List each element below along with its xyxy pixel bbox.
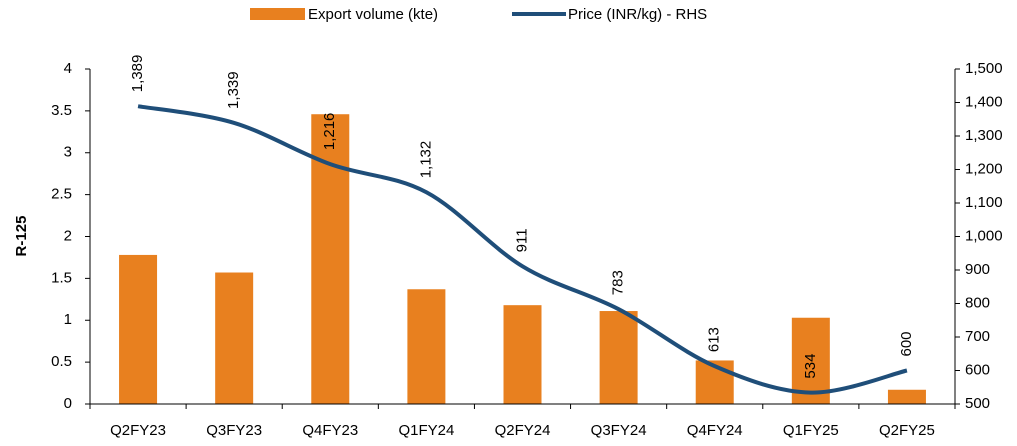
x-tick-label: Q4FY24	[687, 422, 743, 439]
y2-tick-label: 500	[965, 395, 990, 412]
y-tick-label: 2.5	[51, 186, 72, 203]
data-label: 1,216	[321, 113, 338, 151]
y2-tick-label: 1,300	[965, 127, 1003, 144]
y-tick-label: 0.5	[51, 353, 72, 370]
bar	[887, 389, 926, 404]
bar	[119, 254, 158, 404]
x-tick-label: Q1FY24	[398, 422, 454, 439]
x-tick-label: Q2FY23	[110, 422, 166, 439]
y2-tick-label: 1,100	[965, 194, 1003, 211]
data-label: 911	[513, 228, 530, 252]
legend-swatch	[250, 8, 305, 20]
y2-tick-label: 1,000	[965, 227, 1003, 244]
x-tick-label: Q3FY23	[206, 422, 262, 439]
data-label: 1,132	[417, 141, 434, 179]
y-tick-label: 2	[64, 227, 72, 244]
y-tick-label: 1	[64, 311, 72, 328]
data-label: 783	[610, 270, 627, 295]
data-label: 534	[802, 354, 819, 379]
y-tick-label: 0	[64, 395, 72, 412]
y-tick-label: 1.5	[51, 269, 72, 286]
bar	[407, 289, 446, 404]
data-label: 613	[706, 327, 723, 352]
data-label: 1,389	[129, 55, 146, 93]
bar	[503, 305, 542, 404]
y2-tick-label: 700	[965, 328, 990, 345]
x-tick-label: Q4FY23	[302, 422, 358, 439]
y-tick-label: 4	[64, 60, 72, 77]
y2-tick-label: 1,400	[965, 93, 1003, 110]
y-tick-label: 3	[64, 144, 72, 161]
y2-tick-label: 1,200	[965, 160, 1003, 177]
bar	[599, 311, 638, 404]
y-tick-label: 3.5	[51, 102, 72, 119]
data-label: 600	[898, 331, 915, 356]
bar	[791, 317, 830, 404]
legend-label: Price (INR/kg) - RHS	[568, 6, 707, 23]
y-axis-label: R-125	[13, 216, 30, 257]
legend-label: Export volume (kte)	[308, 6, 438, 23]
y2-tick-label: 1,500	[965, 60, 1003, 77]
x-tick-label: Q2FY25	[879, 422, 935, 439]
line	[137, 104, 908, 395]
x-tick-label: Q2FY24	[495, 422, 551, 439]
x-tick-label: Q1FY25	[783, 422, 839, 439]
y2-tick-label: 800	[965, 294, 990, 311]
y2-tick-label: 900	[965, 261, 990, 278]
data-label: 1,339	[225, 71, 242, 109]
y2-tick-label: 600	[965, 361, 990, 378]
x-tick-label: Q3FY24	[591, 422, 647, 439]
bar	[215, 272, 254, 404]
